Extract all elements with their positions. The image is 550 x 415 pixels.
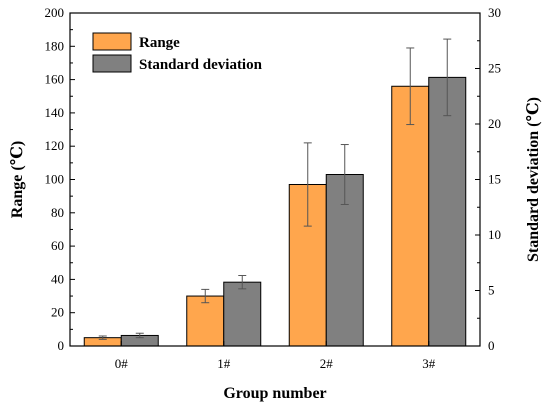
left-tick-label: 80	[51, 205, 64, 220]
x-axis-title: Group number	[223, 385, 326, 402]
bar-range-1	[186, 295, 225, 347]
right-tick-label: 30	[488, 5, 501, 20]
legend-swatch-standard-deviation	[92, 54, 132, 73]
right-axis-title: Standard deviation (℃)	[525, 97, 542, 262]
legend-swatch-range	[92, 32, 132, 51]
right-tick-label: 25	[488, 61, 501, 76]
right-tick-label: 15	[488, 172, 501, 187]
right-tick-label: 10	[488, 227, 501, 242]
left-tick-label: 180	[45, 38, 65, 53]
x-tick-label: 2#	[320, 356, 334, 371]
bars-layer	[83, 76, 467, 347]
x-tick-label: 1#	[217, 356, 231, 371]
left-tick-label: 200	[45, 5, 65, 20]
x-axis-ticks: 0# 1# 2# 3#	[115, 341, 436, 371]
error-bars-layer	[98, 38, 452, 340]
legend-label-range: Range	[139, 35, 180, 51]
left-axis-title: Range (℃)	[9, 141, 26, 218]
left-tick-label: 140	[45, 105, 65, 120]
left-tick-label: 100	[45, 172, 65, 187]
right-tick-label: 20	[488, 116, 501, 131]
left-tick-label: 0	[58, 338, 65, 353]
right-tick-label: 5	[488, 283, 495, 298]
left-tick-label: 20	[51, 305, 64, 320]
left-axis-ticks: 0 20 40 60 80 100 120 140 160 180 200	[45, 5, 75, 353]
right-axis-ticks: 0 5 10 15 20 25 30	[475, 5, 501, 353]
bar-range-3	[391, 85, 430, 347]
x-tick-label: 3#	[422, 356, 436, 371]
left-tick-label: 60	[51, 238, 64, 253]
right-tick-label: 0	[488, 338, 495, 353]
left-tick-label: 40	[51, 271, 64, 286]
legend-label-standard-deviation: Standard deviation	[139, 57, 263, 73]
legend: Range Standard deviation	[92, 32, 263, 73]
bar-standard-deviation-1	[223, 281, 262, 347]
bar-standard-deviation-3	[428, 76, 467, 347]
left-tick-label: 120	[45, 138, 65, 153]
x-tick-label: 0#	[115, 356, 129, 371]
left-tick-label: 160	[45, 72, 65, 87]
